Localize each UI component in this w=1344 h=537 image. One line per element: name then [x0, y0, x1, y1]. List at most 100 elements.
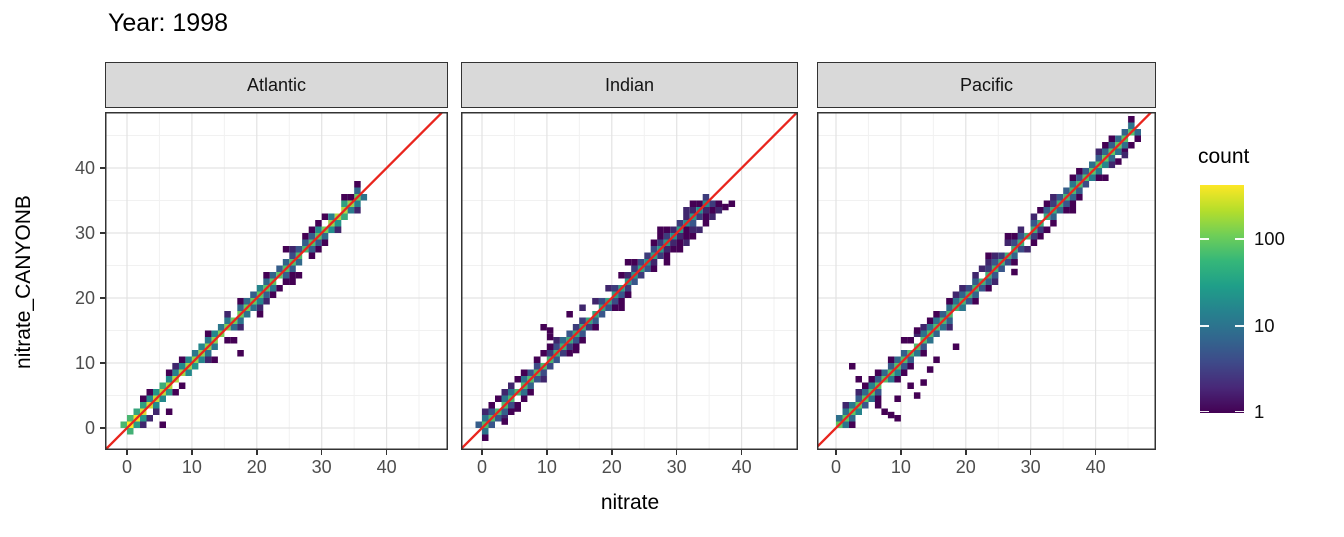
- bin: [978, 265, 986, 272]
- legend-tick-mark: [1235, 238, 1244, 241]
- bin: [159, 421, 166, 428]
- bin: [689, 207, 697, 214]
- bin: [592, 298, 599, 305]
- bin: [657, 226, 664, 233]
- bin: [881, 408, 888, 415]
- bin: [185, 369, 192, 376]
- facet-plot-area: [461, 112, 798, 450]
- bin: [887, 363, 895, 370]
- bin: [900, 369, 908, 376]
- bin: [689, 233, 697, 240]
- bin: [894, 376, 901, 383]
- bin: [566, 350, 573, 357]
- bin: [153, 389, 160, 396]
- y-tick-mark: [100, 362, 105, 364]
- bin: [527, 369, 534, 376]
- bin: [204, 337, 212, 344]
- x-tick-mark: [900, 450, 902, 455]
- x-tick-label: 0: [121, 457, 133, 477]
- bin: [321, 233, 329, 240]
- bin: [1134, 135, 1141, 142]
- bin: [540, 376, 547, 383]
- bin: [191, 363, 199, 370]
- bin: [894, 415, 901, 422]
- bin: [1102, 148, 1109, 155]
- bin: [907, 363, 914, 370]
- bin: [676, 233, 684, 240]
- bin: [585, 324, 593, 331]
- bin: [165, 369, 173, 376]
- bin: [224, 317, 231, 324]
- bin: [900, 337, 908, 344]
- bin: [946, 317, 953, 324]
- x-tick-mark: [256, 450, 258, 455]
- bin: [1121, 129, 1129, 136]
- bin: [959, 285, 966, 292]
- bin: [341, 213, 348, 220]
- bin: [868, 395, 875, 402]
- bin: [256, 304, 264, 311]
- bin: [611, 285, 619, 292]
- y-axis-title: nitrate_CANYONB: [12, 195, 35, 369]
- bin: [1108, 161, 1116, 168]
- bin: [237, 350, 244, 357]
- bin: [644, 265, 651, 272]
- bin: [939, 311, 947, 318]
- bin: [1082, 168, 1090, 175]
- bin: [243, 311, 251, 318]
- bin: [566, 343, 573, 350]
- bin: [1076, 168, 1083, 175]
- bin: [920, 379, 927, 386]
- bin: [1121, 151, 1129, 159]
- bin: [1102, 142, 1109, 149]
- bin: [533, 356, 541, 363]
- bin: [849, 363, 856, 370]
- bin: [256, 311, 264, 318]
- bin: [204, 330, 212, 337]
- bin: [985, 259, 992, 266]
- bin: [1043, 207, 1051, 214]
- y-tick-label: 40: [74, 158, 95, 178]
- bin: [140, 395, 147, 402]
- bin: [572, 337, 580, 344]
- bin: [514, 402, 521, 409]
- bin: [644, 252, 651, 259]
- bin: [256, 285, 264, 292]
- bin: [289, 252, 296, 259]
- bin: [991, 278, 999, 285]
- bin: [683, 233, 690, 240]
- bin: [1024, 246, 1031, 253]
- bin: [1108, 155, 1116, 162]
- bin: [894, 369, 901, 376]
- bin: [592, 324, 599, 331]
- bin: [702, 220, 710, 227]
- x-tick-label: 30: [311, 457, 332, 477]
- bin: [546, 363, 554, 370]
- bin: [894, 395, 901, 402]
- bin: [308, 226, 316, 233]
- bin: [624, 291, 632, 298]
- bin: [572, 343, 580, 350]
- bin: [959, 304, 966, 311]
- bin: [952, 291, 960, 298]
- identity-line: [105, 112, 445, 450]
- bin: [172, 389, 179, 396]
- bin: [501, 418, 508, 425]
- bin: [204, 356, 212, 363]
- bin: [302, 233, 309, 240]
- legend-tick-mark: [1235, 325, 1244, 327]
- bin: [920, 324, 927, 331]
- bin: [696, 200, 703, 207]
- bin: [159, 382, 166, 389]
- x-tick-mark: [546, 450, 548, 455]
- bin: [146, 395, 153, 402]
- bin: [211, 330, 218, 337]
- bin: [913, 350, 921, 357]
- bin: [572, 324, 580, 331]
- y-tick-label: 0: [84, 418, 95, 438]
- facet-strip-label: Indian: [604, 74, 655, 95]
- bin: [1063, 200, 1070, 207]
- bin: [862, 402, 869, 409]
- bin: [1037, 207, 1044, 214]
- bin: [579, 330, 586, 337]
